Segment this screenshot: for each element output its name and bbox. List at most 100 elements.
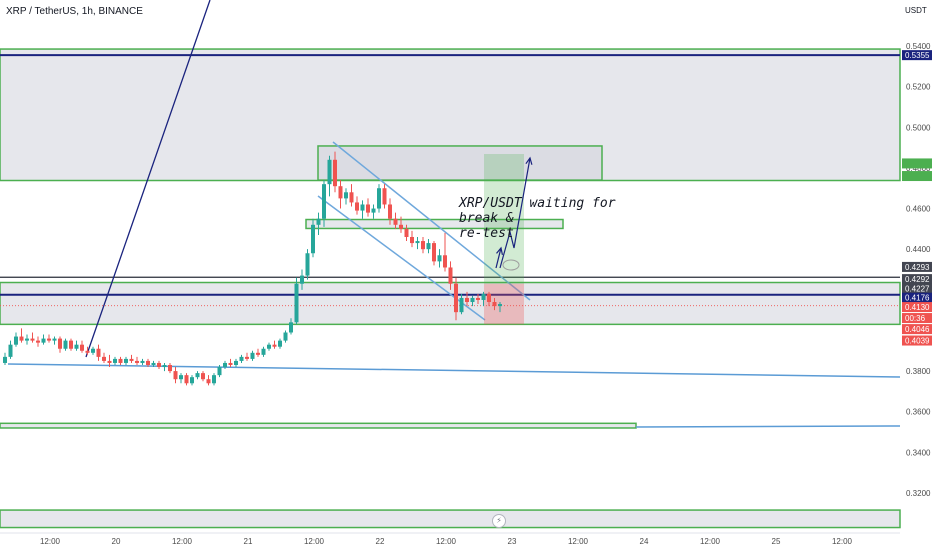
price-badge	[902, 261, 932, 272]
candle-body	[410, 236, 414, 244]
candle-body	[283, 332, 288, 341]
candle-body	[102, 356, 106, 361]
price-badge	[902, 324, 932, 335]
flat-support-line	[635, 425, 901, 428]
candle-body	[300, 275, 304, 284]
price-badge-label: 00:36	[905, 314, 926, 323]
stop-box	[484, 283, 524, 325]
support-zone-bottom	[0, 509, 901, 529]
candle-body	[421, 241, 425, 250]
candle-body	[63, 340, 68, 349]
x-tick-label: 25	[772, 537, 781, 546]
candle-body	[190, 377, 194, 384]
candle-body	[415, 241, 420, 244]
y-tick-label: 0.5200	[906, 83, 931, 92]
retest-circle	[502, 259, 520, 271]
price-badge	[902, 50, 932, 61]
candle-body	[140, 360, 145, 363]
chart-annotation[interactable]: XRP/USDT waiting for break & re-test	[459, 196, 659, 241]
candle-body	[470, 297, 475, 303]
resistance-box	[317, 145, 603, 181]
candle-body	[492, 302, 497, 307]
y-tick-label: 0.3600	[906, 408, 931, 417]
candle-body	[173, 371, 178, 380]
candle-body	[36, 340, 40, 343]
y-tick-label: 0.5400	[906, 42, 931, 51]
candle-body	[333, 159, 337, 187]
candle-body	[426, 243, 431, 250]
y-tick-label: 0.5000	[906, 123, 931, 132]
x-tick-label: 23	[508, 537, 517, 546]
price-badge-label: 0.5355	[905, 51, 930, 60]
candle-body	[349, 192, 354, 203]
candle-body	[481, 293, 486, 300]
candle-body	[107, 360, 112, 363]
x-tick-label: 12:00	[172, 537, 193, 546]
candle-body	[250, 352, 255, 359]
candle-body	[96, 348, 101, 357]
x-tick-label: 12:00	[700, 537, 721, 546]
candle-body	[448, 267, 453, 284]
lightning-bolt-icon[interactable]: ⚡	[492, 514, 506, 528]
candle-body	[58, 338, 62, 349]
candle-body	[118, 358, 123, 363]
candle-body	[157, 362, 161, 368]
price-badge	[902, 313, 932, 324]
candle-body	[80, 344, 84, 351]
candle-body	[201, 373, 205, 380]
zone-badge	[902, 171, 932, 182]
candle-body	[30, 338, 35, 341]
candle-body	[239, 356, 244, 361]
price-badge	[902, 335, 932, 346]
candle-body	[437, 255, 442, 262]
candle-body	[399, 224, 403, 229]
support-zone-lower	[0, 422, 637, 429]
candle-body	[267, 344, 271, 349]
price-badge-label: 0.4039	[905, 337, 930, 346]
candle-body	[41, 338, 46, 343]
channel-upper-line	[332, 141, 531, 301]
candle-body	[47, 338, 51, 341]
candle-body	[382, 188, 387, 205]
candle-body	[316, 218, 321, 225]
candle-body	[305, 253, 310, 276]
candle-body	[234, 360, 238, 365]
candle-body	[179, 375, 183, 380]
candle-body	[74, 344, 79, 349]
candle-body	[377, 188, 381, 209]
candle-body	[3, 356, 7, 363]
candle-body	[91, 348, 95, 353]
candle-body	[261, 348, 266, 355]
x-tick-label: 21	[244, 537, 253, 546]
candle-body	[355, 202, 359, 211]
candle-body	[8, 344, 13, 357]
x-tick-label: 12:00	[40, 537, 61, 546]
y-tick-label: 0.4600	[906, 205, 931, 214]
candle-body	[113, 358, 117, 363]
candle-body	[168, 364, 172, 372]
price-badge-label: 0.4176	[905, 294, 930, 303]
candle-body	[498, 304, 502, 307]
candle-body	[432, 243, 436, 262]
candle-body	[366, 204, 370, 213]
candle-body	[245, 356, 249, 359]
candle-body	[311, 224, 315, 254]
candle-body	[146, 360, 150, 365]
y-tick-label: 0.4400	[906, 245, 931, 254]
candle-body	[322, 184, 326, 219]
retest-arrow-small-head	[496, 246, 504, 255]
y-tick-label: 0.3200	[906, 489, 931, 498]
candle-body	[151, 362, 156, 365]
candle-body	[371, 208, 376, 213]
price-badge-label: 0.4293	[905, 263, 930, 272]
candle-body	[360, 204, 365, 211]
candle-body	[52, 338, 57, 341]
candle-body	[443, 255, 447, 268]
candle-body	[344, 192, 348, 199]
candle-body	[459, 297, 464, 313]
zone-badge	[902, 158, 932, 169]
price-badge-label: 0.4046	[905, 325, 930, 334]
projection-arrow	[499, 157, 531, 269]
price-badge-label: 0.4130	[905, 303, 930, 312]
